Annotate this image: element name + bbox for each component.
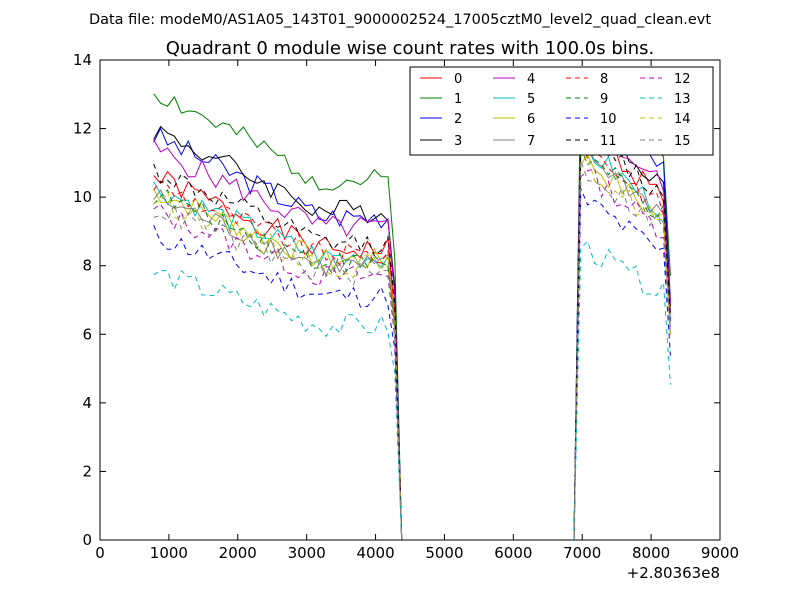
x-tick-label: 7000 — [563, 544, 601, 562]
x-tick-label: 0 — [95, 544, 105, 562]
legend-label-9: 9 — [600, 92, 608, 107]
legend-label-1: 1 — [454, 92, 462, 107]
y-tick-label: 0 — [82, 531, 92, 549]
legend-label-0: 0 — [454, 72, 462, 87]
series-line-4 — [154, 108, 671, 540]
series-line-11 — [154, 131, 671, 540]
y-tick-label: 2 — [82, 462, 92, 480]
y-tick-label: 14 — [73, 51, 92, 69]
series-line-6 — [154, 155, 671, 540]
x-tick-label: 3000 — [288, 544, 326, 562]
data-file-title: Data file: modeM0/AS1A05_143T01_90000025… — [89, 12, 711, 28]
y-tick-label: 4 — [82, 394, 92, 412]
legend-label-2: 2 — [454, 112, 462, 127]
y-tick-label: 6 — [82, 325, 92, 343]
series-line-2 — [154, 95, 671, 540]
x-tick-label: 2000 — [219, 544, 257, 562]
chart-title: Quadrant 0 module wise count rates with … — [166, 38, 655, 59]
x-tick-label: 4000 — [356, 544, 394, 562]
legend-label-8: 8 — [600, 72, 608, 87]
x-tick-label: 1000 — [150, 544, 188, 562]
series-line-15 — [154, 161, 671, 540]
series-line-13 — [154, 241, 671, 540]
legend-label-13: 13 — [674, 92, 691, 107]
legend-label-11: 11 — [600, 134, 617, 149]
y-tick-label: 10 — [73, 188, 92, 206]
series-line-3 — [154, 108, 671, 540]
y-tick-label: 12 — [73, 120, 92, 138]
x-offset-label: +2.80363e8 — [627, 564, 720, 582]
legend-label-4: 4 — [527, 72, 535, 87]
y-tick-label: 8 — [82, 257, 92, 275]
x-tick-label: 5000 — [425, 544, 463, 562]
legend-label-6: 6 — [527, 112, 535, 127]
series-line-10 — [154, 189, 671, 540]
x-tick-label: 6000 — [494, 544, 532, 562]
legend-label-15: 15 — [674, 134, 691, 149]
legend-label-14: 14 — [674, 112, 691, 127]
series-line-14 — [154, 157, 671, 540]
legend-label-7: 7 — [527, 134, 535, 149]
legend-label-3: 3 — [454, 134, 462, 149]
series-line-0 — [154, 125, 671, 540]
x-tick-label: 8000 — [632, 544, 670, 562]
count-rate-chart: Data file: modeM0/AS1A05_143T01_90000025… — [0, 0, 800, 600]
x-tick-label: 9000 — [701, 544, 739, 562]
legend-label-5: 5 — [527, 92, 535, 107]
series-line-5 — [154, 134, 671, 540]
legend-label-10: 10 — [600, 112, 617, 127]
legend-label-12: 12 — [674, 72, 691, 87]
series-line-8 — [154, 142, 671, 540]
series-line-7 — [154, 144, 671, 540]
series-line-9 — [154, 148, 671, 540]
